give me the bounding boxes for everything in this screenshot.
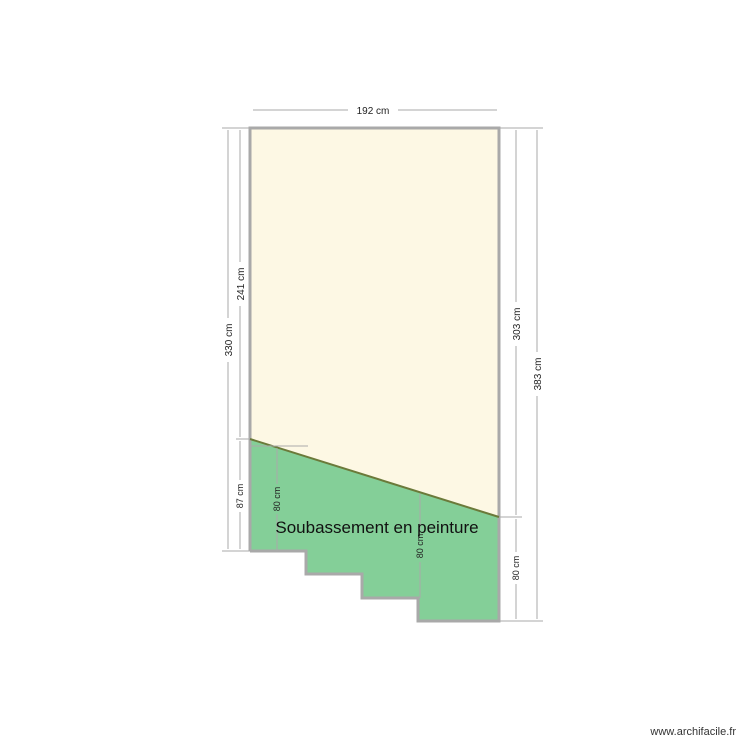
slope-line <box>249 438 500 518</box>
dim-left-lower: 87 cm <box>235 441 245 549</box>
dim-right-lower: 80 cm <box>499 519 543 622</box>
svg-text:87 cm: 87 cm <box>235 484 245 509</box>
soubassement-area[interactable] <box>250 439 499 621</box>
watermark: www.archifacile.fr <box>650 726 736 738</box>
svg-text:192 cm: 192 cm <box>357 106 390 117</box>
svg-text:383 cm: 383 cm <box>533 358 544 391</box>
wall-area[interactable] <box>250 128 499 517</box>
dim-top-width: 192 cm <box>253 106 497 117</box>
svg-text:80 cm: 80 cm <box>415 534 425 559</box>
dim-left-upper: 241 cm <box>236 130 250 440</box>
dim-left-total: 330 cm <box>222 127 250 552</box>
svg-text:303 cm: 303 cm <box>512 308 523 341</box>
outer-wall <box>248 126 501 623</box>
svg-text:80 cm: 80 cm <box>272 487 282 512</box>
dim-inner-left: 80 cm <box>272 448 282 551</box>
dim-right-upper: 303 cm <box>499 127 543 518</box>
svg-text:80 cm: 80 cm <box>511 556 521 581</box>
svg-text:330 cm: 330 cm <box>224 324 235 357</box>
dim-inner-right: 80 cm <box>415 494 425 598</box>
room-label[interactable]: Soubassement en peinture <box>275 518 478 537</box>
dim-right-total: 383 cm <box>533 130 544 619</box>
svg-text:241 cm: 241 cm <box>236 268 247 301</box>
